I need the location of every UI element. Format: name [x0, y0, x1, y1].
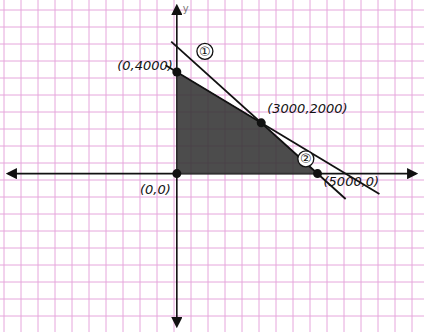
plot-marks — [166, 42, 380, 199]
paper-line — [0, 265, 424, 266]
label-ring — [197, 43, 213, 59]
constraint-line — [166, 65, 380, 194]
line-label: ② — [300, 151, 312, 166]
paper-line — [0, 248, 424, 249]
graph-paper — [0, 0, 424, 332]
point-label: (0,0) — [140, 182, 171, 197]
paper-line — [0, 231, 424, 232]
paper-line — [0, 10, 424, 11]
point-label: (0,4000) — [117, 58, 173, 73]
paper-line — [0, 282, 424, 283]
label-ring — [298, 151, 314, 167]
chart: y (0,0) (0,4000) (3000,2000) (5000,0) ① ② — [0, 0, 424, 332]
line-label: ① — [199, 44, 211, 59]
paper-line — [0, 197, 424, 198]
feasible-region — [177, 72, 318, 174]
vertex — [257, 118, 266, 127]
y-axis-title: y — [183, 3, 189, 14]
vertex — [313, 169, 322, 178]
vertex — [172, 68, 181, 77]
vertex — [172, 169, 181, 178]
paper-line — [0, 27, 424, 28]
paper-line — [0, 299, 424, 300]
paper-line — [0, 44, 424, 45]
paper-line — [0, 214, 424, 215]
paper-line — [0, 61, 424, 62]
point-label: (3000,2000) — [267, 101, 347, 116]
constraint-line — [171, 42, 345, 199]
point-label: (5000,0) — [324, 174, 380, 189]
paper-line — [0, 316, 424, 317]
